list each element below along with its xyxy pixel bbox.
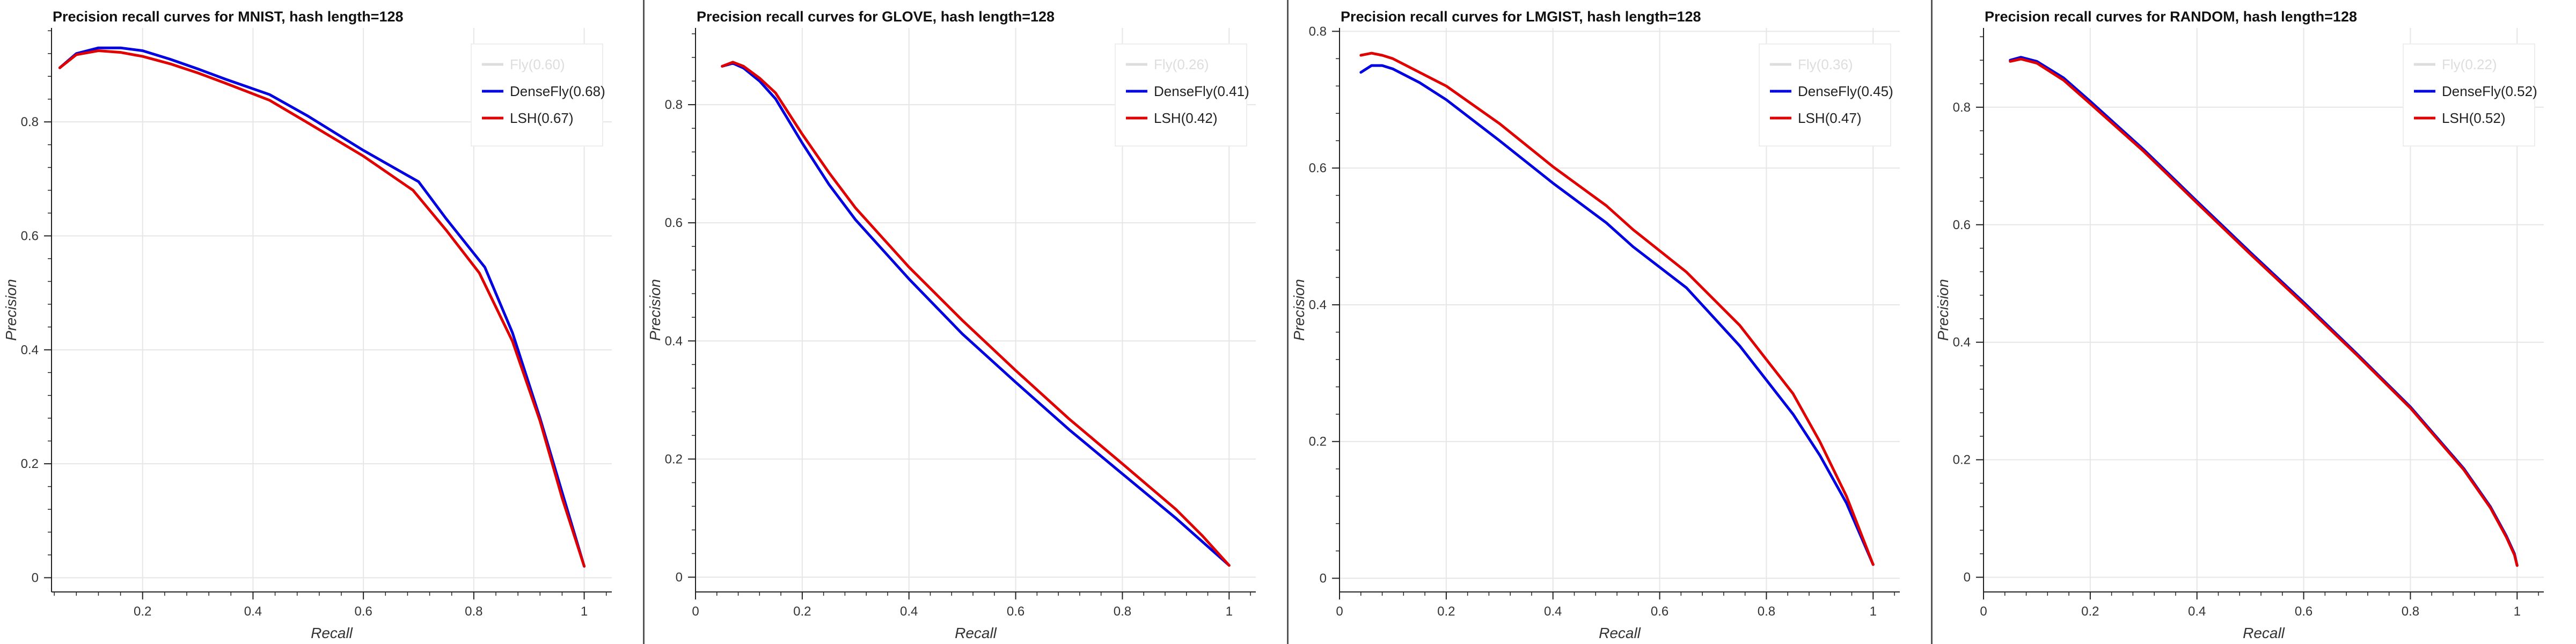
x-tick-label: 1	[581, 604, 588, 619]
panel-divider	[643, 0, 645, 644]
y-tick-label: 0.8	[1309, 24, 1327, 39]
x-tick-label: 0.2	[134, 604, 151, 619]
x-tick-label: 0.4	[900, 604, 918, 619]
x-axis-label: Recall	[311, 625, 353, 641]
legend-box	[1115, 43, 1247, 147]
series-line-densefly	[721, 62, 1231, 567]
y-tick-label: 0.6	[1309, 161, 1327, 175]
x-tick-label: 0.8	[2402, 604, 2419, 619]
x-tick-label: 0	[692, 604, 699, 619]
chart-panel: Precision recall curves for LMGIST, hash…	[1291, 9, 1900, 641]
x-tick-label: 0.2	[1437, 604, 1455, 619]
y-tick-label: 0.8	[21, 115, 39, 129]
legend-label-lsh: LSH(0.67)	[510, 110, 574, 126]
y-tick-label: 0.4	[1309, 298, 1327, 312]
legend-label-densefly: DenseFly(0.41)	[1154, 83, 1249, 99]
x-tick-label: 0.4	[2188, 604, 2206, 619]
chart-panel: Precision recall curves for RANDOM, hash…	[1935, 9, 2544, 641]
legend-label-fly: Fly(0.36)	[1798, 56, 1853, 72]
x-tick-label: 1	[1870, 604, 1877, 619]
y-tick-label: 0.8	[1953, 100, 1971, 115]
y-axis-label: Precision	[647, 279, 663, 341]
legend-box	[2403, 43, 2535, 147]
chart-panel: Precision recall curves for MNIST, hash …	[3, 9, 612, 641]
legend-box	[471, 43, 603, 147]
x-tick-label: 0.4	[1544, 604, 1562, 619]
x-axis-label: Recall	[955, 625, 997, 641]
y-tick-label: 0.4	[21, 343, 39, 357]
x-tick-label: 0.8	[1114, 604, 1131, 619]
y-tick-label: 0.6	[665, 216, 683, 230]
y-tick-label: 0.6	[21, 229, 39, 243]
x-axis-label: Recall	[1599, 625, 1641, 641]
x-tick-label: 0.6	[1007, 604, 1024, 619]
x-tick-label: 1	[1226, 604, 1233, 619]
x-tick-label: 0.8	[1758, 604, 1775, 619]
series-line-lsh	[721, 61, 1231, 567]
y-tick-label: 0	[1320, 572, 1327, 586]
series-line-densefly	[58, 46, 586, 568]
y-tick-label: 0.6	[1953, 218, 1971, 232]
chart-panel: Precision recall curves for GLOVE, hash …	[647, 9, 1256, 641]
series-line-densefly	[1359, 64, 1875, 566]
legend-label-densefly: DenseFly(0.52)	[2442, 83, 2537, 99]
x-tick-label: 0.6	[1651, 604, 1668, 619]
chart-title: Precision recall curves for GLOVE, hash …	[697, 9, 1055, 25]
x-axis-label: Recall	[2243, 625, 2285, 641]
legend-label-densefly: DenseFly(0.45)	[1798, 83, 1893, 99]
y-axis-label: Precision	[3, 279, 19, 341]
x-tick-label: 0.8	[465, 604, 482, 619]
legend-label-fly: Fly(0.26)	[1154, 56, 1209, 72]
y-tick-label: 0.4	[1953, 335, 1971, 350]
y-tick-label: 0	[676, 570, 683, 584]
y-axis-label: Precision	[1935, 279, 1951, 341]
legend-label-lsh: LSH(0.52)	[2442, 110, 2506, 126]
y-tick-label: 0.4	[665, 334, 683, 348]
x-tick-label: 0	[1980, 604, 1987, 619]
chart-title: Precision recall curves for RANDOM, hash…	[1985, 9, 2357, 25]
y-tick-label: 0.2	[665, 452, 683, 466]
panel-divider	[1287, 0, 1289, 644]
x-tick-label: 0	[1336, 604, 1343, 619]
x-tick-label: 0.6	[354, 604, 372, 619]
y-axis-label: Precision	[1291, 279, 1307, 341]
y-tick-label: 0.2	[21, 457, 39, 471]
chart-title: Precision recall curves for MNIST, hash …	[53, 9, 404, 25]
x-tick-label: 0.2	[793, 604, 811, 619]
x-tick-label: 0.2	[2081, 604, 2099, 619]
y-tick-label: 0.2	[1309, 435, 1327, 449]
legend-box	[1759, 43, 1891, 147]
x-tick-label: 0.6	[2295, 604, 2312, 619]
chart-title: Precision recall curves for LMGIST, hash…	[1341, 9, 1701, 25]
series-line-lsh	[58, 49, 586, 568]
y-tick-label: 0.2	[1953, 453, 1971, 467]
legend-label-lsh: LSH(0.47)	[1798, 110, 1862, 126]
y-tick-label: 0	[1964, 570, 1971, 585]
x-tick-label: 0.4	[244, 604, 262, 619]
legend-label-lsh: LSH(0.42)	[1154, 110, 1218, 126]
series-line-lsh	[1359, 52, 1875, 566]
y-tick-label: 0	[32, 570, 39, 585]
panel-divider	[1931, 0, 1933, 644]
legend-label-fly: Fly(0.22)	[2442, 56, 2497, 72]
legend-label-densefly: DenseFly(0.68)	[510, 83, 605, 99]
series-line-lsh	[2009, 57, 2519, 567]
legend-label-fly: Fly(0.60)	[510, 56, 565, 72]
y-tick-label: 0.8	[665, 98, 683, 112]
x-tick-label: 1	[2514, 604, 2521, 619]
